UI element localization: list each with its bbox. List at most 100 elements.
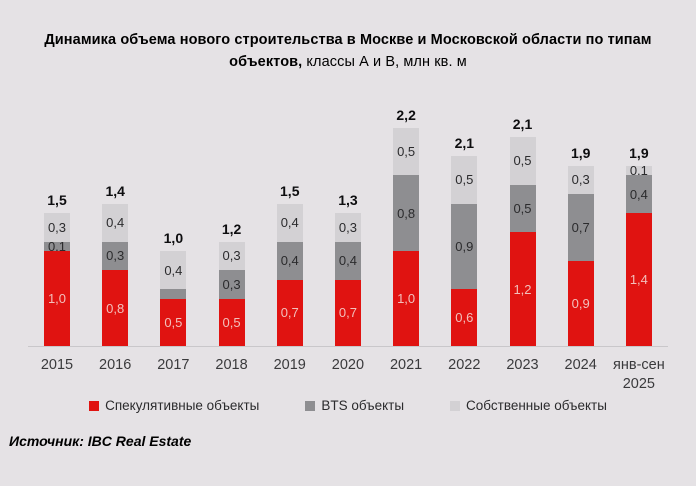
bar-segment-value: 0,6 [455, 310, 474, 325]
x-axis-tick-label: 2016 [99, 357, 132, 373]
bar-stack: 0,1 0,4 1,4 [625, 164, 652, 346]
chart-title: Динамика объема нового строительства в М… [0, 29, 696, 73]
bar-segment: 0,3 [44, 213, 70, 242]
bar-column: 2,1 0,5 0,9 0,6 [435, 135, 493, 346]
bar-segment: 0,3 [218, 270, 245, 299]
bar-stack: 0,3 0,1 1,0 [44, 213, 70, 346]
bar-segment: 0,7 [276, 279, 303, 346]
bar-segment: 1,4 [625, 213, 652, 346]
bar-segment: 0,4 [625, 175, 652, 213]
bar-total-label: 1,2 [221, 220, 242, 237]
bar-segment: 0,1 [625, 164, 652, 177]
bar-stack: 0,5 0,5 1,2 [509, 137, 536, 346]
bar-segment: 0,5 [509, 184, 536, 232]
bar-segment: 0,5 [451, 156, 478, 204]
bar-segment: 0,5 [393, 127, 420, 175]
legend-label-own: Собственные объекты [466, 398, 607, 413]
stacked-bar-chart: 1,5 0,3 0,1 1,0 1,4 0,4 0,3 0,8 1,0 0,4 0,5 1,2 0,3 0… [28, 98, 668, 394]
bar-segment-value: 1,0 [47, 291, 67, 306]
bar-segment: 0,8 [393, 175, 420, 251]
x-axis-tick-label: янв-сен 2025 [613, 357, 665, 392]
bar-segment: 0,4 [102, 203, 129, 242]
bar-segment-value: 0,3 [222, 248, 241, 264]
bar-segment: 1,2 [509, 232, 536, 346]
bar-segment-value: 0,7 [338, 305, 357, 321]
bar-segment-value: 0,4 [106, 215, 125, 230]
bar-segment-value: 0,3 [106, 248, 125, 264]
bar-segment: 1,0 [44, 251, 70, 346]
bar-segment-value: 0,5 [513, 200, 532, 216]
x-axis-tick-label: 2019 [273, 357, 306, 373]
bar-segment: 0,3 [567, 165, 594, 194]
bar-segment-value: 0,7 [280, 305, 299, 321]
bar-segment: 0,4 [160, 251, 187, 289]
chart-title-line2-bold: объектов, [229, 54, 303, 70]
bar-segment-value: 0,4 [280, 253, 299, 268]
legend: Спекулятивные объекты BTS объекты Собств… [0, 398, 696, 413]
bar-segment [160, 289, 187, 299]
bar-segment: 0,5 [509, 137, 536, 185]
bar-column: 1,5 0,3 0,1 1,0 [28, 192, 86, 346]
legend-label-bts: BTS объекты [321, 398, 405, 413]
bar-segment: 0,7 [567, 194, 594, 261]
legend-item-speculative: Спекулятивные объекты [89, 398, 259, 413]
x-axis-tick-label: 2015 [40, 357, 74, 373]
bar-column: 1,4 0,4 0,3 0,8 [86, 182, 144, 346]
bar-segment-value: 0,3 [338, 219, 357, 235]
legend-swatch-speculative-icon [89, 400, 100, 411]
bar-segment: 0,4 [334, 241, 361, 280]
legend-item-own: Собственные объекты [450, 398, 607, 413]
bar-segment-value: 0,4 [164, 262, 183, 278]
bar-total-label: 2,2 [396, 106, 416, 123]
bar-segment: 0,8 [102, 270, 129, 346]
chart-title-line1: Динамика объема нового строительства в М… [44, 32, 652, 48]
bar-stack: 0,4 0,4 0,7 [276, 203, 303, 346]
bar-segment: 0,3 [218, 241, 245, 270]
bar-segment-value: 0,7 [571, 219, 590, 235]
bar-segment: 0,7 [334, 279, 361, 346]
x-axis-tick-label: 2020 [331, 357, 365, 373]
bar-total-label: 1,4 [105, 182, 125, 199]
bar-segment: 0,1 [44, 238, 70, 254]
chart-title-line2-regular: классы А и В, млн кв. м [302, 54, 467, 70]
bar-segment-value: 0,3 [222, 276, 241, 292]
x-axis-tick-label: 2024 [564, 357, 597, 373]
bar-segment: 1,0 [393, 251, 420, 346]
bar-stack: 0,3 0,3 0,5 [218, 241, 245, 346]
bar-column: 1,0 0,4 0,5 [144, 230, 202, 346]
x-axis-tick-label: 2023 [506, 357, 539, 373]
bar-segment: 0,5 [218, 298, 245, 346]
bar-column: 1,9 0,3 0,7 0,9 [552, 145, 610, 346]
bar-segment-value: 0,9 [455, 238, 474, 254]
bar-segment-value: 0,4 [629, 186, 648, 202]
bar-segment-value: 0,3 [47, 219, 67, 235]
bar-segment: 0,6 [451, 289, 478, 346]
bar-column: 1,5 0,4 0,4 0,7 [261, 183, 319, 346]
plot-area: 1,5 0,3 0,1 1,0 1,4 0,4 0,3 0,8 1,0 0,4 0,5 1,2 0,3 0… [28, 98, 668, 347]
bar-segment-value: 0,5 [222, 314, 241, 330]
bar-total-label: 2,1 [454, 135, 475, 151]
bar-stack: 0,5 0,9 0,6 [451, 156, 478, 346]
bar-segment: 0,9 [451, 203, 478, 289]
x-axis-tick-label: 2017 [157, 357, 190, 373]
bar-segment-value: 0,8 [106, 300, 125, 316]
bar-column: 1,3 0,3 0,4 0,7 [319, 192, 377, 346]
x-axis-tick-label: 2022 [448, 357, 481, 373]
bar-segment-value: 0,5 [397, 143, 416, 159]
bar-stack: 0,3 0,4 0,7 [334, 213, 361, 346]
bar-total-label: 1,9 [629, 144, 649, 161]
bar-segment: 0,5 [160, 298, 187, 346]
bar-segment-value: 1,2 [513, 281, 532, 297]
bar-segment-value: 0,1 [47, 238, 67, 254]
bar-segment-value: 1,4 [629, 272, 648, 287]
bar-column: 2,1 0,5 0,5 1,2 [494, 116, 552, 346]
bar-stack: 0,4 0,5 [160, 251, 187, 346]
bar-column: 2,2 0,5 0,8 1,0 [377, 106, 435, 346]
bar-column: 1,2 0,3 0,3 0,5 [203, 220, 261, 346]
x-axis: 2015 2016 2017 2018 2019 2020 2021 2022 2023 2024… [28, 356, 668, 394]
bar-total-label: 1,0 [163, 230, 184, 246]
legend-label-speculative: Спекулятивные объекты [105, 398, 260, 413]
bar-total-label: 1,5 [47, 192, 67, 208]
bar-segment: 0,3 [334, 213, 361, 242]
bar-column: 1,9 0,1 0,4 1,4 [610, 144, 668, 346]
